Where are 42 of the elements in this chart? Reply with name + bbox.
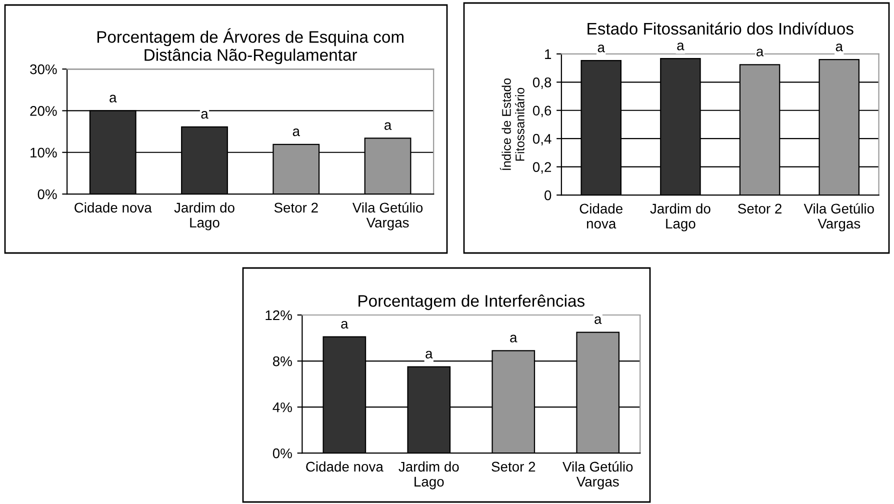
x-tick-label: Setor 2 bbox=[492, 462, 536, 472]
chart-title: Estado Fitossanitário dos Indivíduos bbox=[588, 22, 854, 35]
data-label: a bbox=[341, 320, 348, 329]
y-axis-title: Índice de Estado Fitossanitário bbox=[500, 78, 524, 170]
y-tick-label: 20% bbox=[30, 106, 57, 116]
data-label: a bbox=[836, 44, 843, 52]
y-tick-label: 0,2 bbox=[532, 162, 552, 174]
chart-title: Porcentagem de Árvores de Esquina com Distância Não-Regulamentar bbox=[97, 28, 404, 64]
x-tick-label: Setor 2 bbox=[274, 202, 318, 213]
y-tick-label: 4% bbox=[272, 402, 292, 412]
x-tick-label: Jardim do Lago bbox=[174, 202, 234, 230]
x-tick-label: Vila Getúlio Vargas bbox=[562, 461, 633, 490]
y-tick-label: 30% bbox=[30, 64, 57, 74]
y-tick-label: 0 bbox=[544, 190, 552, 200]
data-label: a bbox=[110, 94, 117, 102]
data-label: a bbox=[426, 350, 433, 358]
y-tick-label: 0% bbox=[272, 448, 292, 458]
x-tick-label: Cidade nova bbox=[580, 203, 622, 229]
x-tick-label: Vila Getúlio Vargas bbox=[352, 202, 423, 230]
y-tick-label: 12% bbox=[266, 310, 292, 320]
y-tick-label: 8% bbox=[272, 356, 292, 366]
y-tick-label: 0,4 bbox=[532, 134, 552, 146]
data-label: a bbox=[384, 122, 392, 130]
chart-title: Porcentagem de Interferências bbox=[358, 294, 584, 310]
data-label: a bbox=[756, 48, 764, 56]
y-tick-label: 0% bbox=[38, 189, 57, 200]
data-label: a bbox=[594, 316, 602, 324]
data-label: a bbox=[677, 42, 684, 50]
data-label: a bbox=[201, 111, 208, 119]
data-label: a bbox=[510, 334, 518, 342]
x-tick-label: Jardim do Lago bbox=[650, 203, 710, 232]
x-tick-label: Setor 2 bbox=[738, 204, 782, 214]
data-label: a bbox=[598, 44, 605, 52]
y-tick-label: 1 bbox=[545, 49, 552, 59]
y-tick-label: 0,6 bbox=[532, 106, 552, 118]
x-tick-label: Cidade nova bbox=[74, 202, 152, 213]
y-tick-label: 10% bbox=[30, 148, 57, 158]
x-tick-label: Vila Getúlio Vargas bbox=[804, 203, 874, 232]
y-tick-label: 0,8 bbox=[532, 77, 552, 89]
x-tick-label: Cidade nova bbox=[306, 461, 384, 472]
data-label: a bbox=[292, 128, 300, 136]
x-tick-label: Jardim do Lago bbox=[398, 461, 459, 490]
